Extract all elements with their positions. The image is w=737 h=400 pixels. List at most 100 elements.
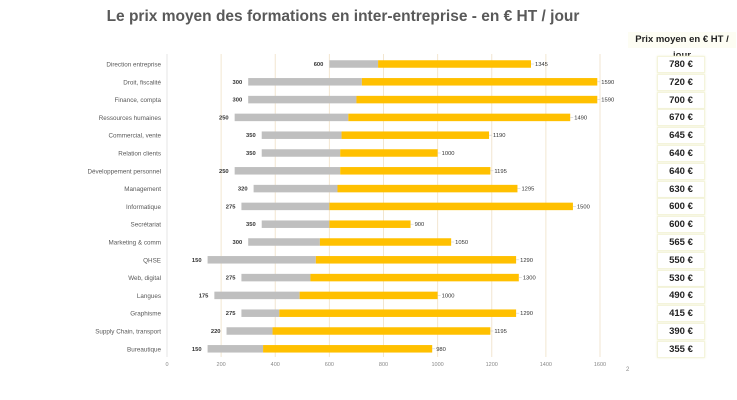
average-price-cell: 490 € [657,287,705,305]
x-tick-label: 0 [165,362,168,368]
average-price-cell: 355 € [657,340,705,358]
average-price-cell: 415 € [657,305,705,323]
max-data-label: 1590 [601,80,614,86]
min-to-average-bar [241,273,311,282]
min-data-label: 220 [211,329,221,335]
max-data-label: 1050 [455,240,468,246]
min-to-average-bar [248,238,320,246]
min-to-average-bar [248,95,357,104]
min-data-label: 350 [246,151,256,157]
average-price-cell: 645 € [657,127,705,145]
max-data-label: 1000 [442,151,455,157]
average-price-cell: 600 € [657,198,705,216]
category-label: Droit, fiscalité [123,79,161,86]
min-to-average-bar [226,327,273,335]
max-data-label: 1290 [520,258,533,264]
average-to-max-bar [348,113,571,122]
min-to-average-bar [248,78,362,86]
average-price-cell: 640 € [657,162,705,180]
average-price-cell: 640 € [657,145,705,162]
average-price-cell: 550 € [657,251,705,269]
x-tick-label: 600 [325,362,334,368]
category-label: Relation clients [118,151,161,158]
average-price-table-header: Prix moyen en € HT / jour [628,32,736,61]
x-tick-label: 1600 [594,362,606,368]
category-label: Finance, compta [114,97,161,104]
x-tick-label: 1000 [432,362,444,368]
max-data-label: 980 [436,347,446,353]
category-label: QHSE [143,257,161,264]
max-data-label: 1345 [535,62,548,68]
average-price-cell: 670 € [657,109,705,127]
category-label: Ressources humaines [99,115,161,122]
average-to-max-bar [341,131,490,139]
min-data-label: 350 [246,222,256,228]
category-label: Langues [137,293,161,300]
min-data-label: 350 [246,133,256,139]
min-to-average-bar [241,309,280,317]
average-to-max-bar [378,60,531,68]
min-data-label: 300 [233,80,243,86]
category-label: Web, digital [128,275,161,282]
min-data-label: 300 [233,240,243,246]
category-label: Commercial, vente [109,133,162,140]
average-to-max-bar [263,345,433,353]
min-to-average-bar [241,202,330,211]
min-data-label: 600 [314,62,324,68]
min-to-average-bar [234,167,341,175]
min-to-average-bar [207,256,316,264]
max-data-label: 1490 [574,115,587,121]
min-data-label: 250 [219,169,229,175]
average-to-max-bar [279,309,517,317]
max-data-label: 1300 [523,276,536,282]
average-price-cell: 720 € [657,73,705,91]
min-data-label: 175 [199,293,209,299]
max-data-label: 900 [415,222,425,228]
average-to-max-bar [361,78,598,86]
min-data-label: 150 [192,347,202,353]
min-data-label: 150 [192,258,202,264]
category-label: Graphisme [130,311,161,318]
average-to-max-bar [310,273,519,282]
min-to-average-bar [261,220,330,228]
category-label: Supply Chain, transport [95,329,161,336]
min-data-label: 300 [233,98,243,104]
max-data-label: 1590 [601,98,614,104]
average-to-max-bar [340,149,438,157]
category-label: Marketing & comm [109,240,162,247]
min-to-average-bar [214,291,300,300]
x-tick-label: 800 [379,362,388,368]
min-data-label: 320 [238,187,248,193]
average-price-cell: 530 € [657,269,705,287]
average-to-max-bar [329,220,411,228]
min-to-average-bar [261,149,341,157]
min-data-label: 275 [226,276,236,282]
max-data-label: 1195 [494,169,506,175]
min-data-label: 275 [226,204,236,210]
max-data-label: 1290 [520,311,533,317]
max-data-label: 1190 [493,133,505,139]
min-to-average-bar [329,60,379,68]
average-to-max-bar [356,95,598,104]
category-label: Développement personnel [87,168,161,175]
max-data-label: 1500 [577,204,590,210]
category-label: Secrétariat [131,222,162,229]
average-to-max-bar [299,291,438,300]
x-tick-label: 1200 [486,362,498,368]
x-tick-label: 1400 [540,362,552,368]
min-to-average-bar [234,113,349,122]
average-to-max-bar [315,256,517,264]
category-label: Informatique [126,204,161,211]
average-to-max-bar [340,167,491,175]
max-data-label: 1000 [442,293,455,299]
min-to-average-bar [261,131,342,139]
min-to-average-bar [207,345,264,353]
max-data-label: 1195 [494,329,506,335]
average-price-cell: 600 € [657,216,705,234]
min-data-label: 275 [226,311,236,317]
average-price-cell: 390 € [657,323,705,340]
x-tick-label: 200 [217,362,226,368]
max-data-label: 1295 [521,187,534,193]
category-label: Direction entreprise [106,62,161,69]
